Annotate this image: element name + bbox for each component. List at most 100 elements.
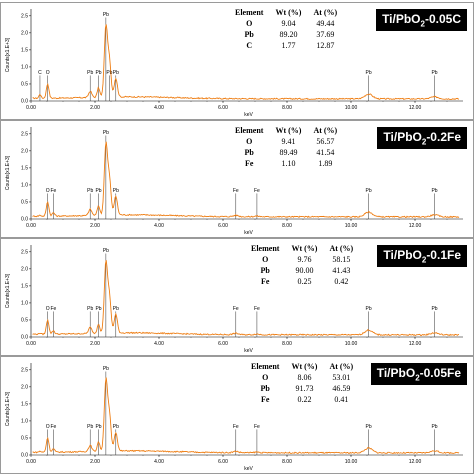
peak-label: Pb (431, 306, 437, 312)
y-tick-label: 2.5 (21, 131, 28, 137)
x-tick-label: 0.00 (26, 223, 36, 229)
x-tick-label: 0.00 (26, 105, 36, 111)
table-row: O 9.76 58.15 (245, 254, 359, 265)
sample-label: Ti/PbO2-0.1Fe (377, 245, 467, 268)
x-tick-label: 8.00 (282, 223, 292, 229)
x-tick-label: 0.00 (26, 459, 36, 465)
value-cell: 90.00 (295, 266, 314, 275)
peak-label: Fe (233, 306, 239, 312)
peak-label: Pb (431, 188, 437, 194)
peak-label: Fe (50, 424, 56, 430)
x-tick-label: 12.00 (409, 223, 422, 229)
element-cell: Pb (260, 384, 270, 393)
table-row: Fe 0.25 0.42 (245, 276, 359, 287)
y-tick-label: 2.5 (21, 249, 28, 255)
peak-label: O (46, 424, 50, 430)
y-tick-label: 2.0 (21, 148, 28, 154)
eds-panel: 0.00 2.00 4.00 6.00 8.00 10.00 12.00 keV 0.0 0.5 1… (0, 2, 474, 120)
value-cell: 0.42 (334, 277, 349, 286)
y-tick-label: 2.0 (21, 30, 28, 36)
x-tick-label: 2.00 (90, 223, 100, 229)
peak-label: Pb (366, 306, 372, 312)
table-row: Pb 90.00 41.43 (245, 265, 359, 276)
x-tick-label: 8.00 (282, 105, 292, 111)
peak-label: Fe (233, 424, 239, 430)
column-header: Element (251, 362, 280, 371)
table-row: Pb 89.20 37.69 (229, 29, 343, 40)
peak-label: Pb (95, 424, 101, 430)
spectrum-chart: 0.00 2.00 4.00 6.00 8.00 10.00 12.00 keV 0.0 0.5 1… (5, 9, 463, 118)
value-cell: 9.41 (281, 137, 296, 146)
table-row: Pb 91.73 46.59 (245, 383, 359, 394)
peak-label: Pb (87, 188, 93, 194)
x-tick-label: 12.00 (409, 459, 422, 465)
value-cell: 49.44 (316, 19, 335, 28)
table-header-row: Element Wt (%) At (%) (229, 125, 343, 136)
peak-label: Pb (113, 424, 119, 430)
peak-label: Pb (87, 70, 93, 76)
column-header: Element (235, 8, 264, 17)
x-tick-label: 8.00 (282, 459, 292, 465)
x-axis-label: keV (244, 230, 253, 236)
x-axis-label: keV (244, 112, 253, 118)
element-cell: C (246, 41, 253, 50)
y-tick-label: 1.0 (21, 418, 28, 424)
peak-label: Pb (366, 70, 372, 76)
value-cell: 41.54 (316, 148, 335, 157)
y-axis-label: Counts[x1.E+3] (5, 391, 11, 426)
peak-label: Fe (254, 188, 260, 194)
spectrum-line (32, 377, 460, 455)
peak-label: Pb (113, 306, 119, 312)
element-cell: Fe (245, 159, 254, 168)
table-row: O 9.04 49.44 (229, 18, 343, 29)
peak-label: Pb (95, 188, 101, 194)
table-header-row: Element Wt (%) At (%) (245, 243, 359, 254)
x-tick-label: 6.00 (218, 459, 228, 465)
table-row: Fe 0.22 0.41 (245, 394, 359, 405)
value-cell: 37.69 (316, 30, 335, 39)
y-axis-label: Counts[x1.E+3] (5, 155, 11, 190)
value-cell: 1.89 (318, 159, 333, 168)
peak-label: Pb (87, 306, 93, 312)
x-tick-label: 6.00 (218, 105, 228, 111)
y-tick-label: 0.0 (21, 217, 28, 223)
y-tick-label: 2.0 (21, 384, 28, 390)
peak-label: O (46, 70, 50, 76)
peak-label: Pb (113, 188, 119, 194)
y-tick-label: 1.5 (21, 401, 28, 407)
x-axis-label: keV (244, 348, 253, 354)
peak-label: Pb (366, 424, 372, 430)
column-header: Wt (%) (291, 244, 318, 253)
peak-label: Fe (50, 306, 56, 312)
y-tick-label: 1.5 (21, 47, 28, 53)
peak-label: O (46, 188, 50, 194)
y-tick-label: 0.0 (21, 335, 28, 341)
x-tick-label: 6.00 (218, 341, 228, 347)
x-tick-label: 2.00 (90, 105, 100, 111)
sample-label: Ti/PbO2-0.05Fe (370, 363, 467, 386)
element-cell: Fe (261, 395, 270, 404)
spectrum-line (32, 260, 459, 337)
x-tick-label: 2.00 (90, 341, 100, 347)
peak-label: Pb (366, 188, 372, 194)
element-cell: Pb (244, 30, 254, 39)
element-cell: Fe (261, 277, 270, 286)
value-cell: 0.22 (297, 395, 312, 404)
spectrum-chart: 0.00 2.00 4.00 6.00 8.00 10.00 12.00 keV 0.0 0.5 1… (5, 363, 463, 472)
column-header: Element (251, 244, 280, 253)
table-row: Fe 1.10 1.89 (229, 158, 343, 169)
column-header: At (%) (313, 8, 338, 17)
table-row: O 9.41 56.57 (229, 136, 343, 147)
value-cell: 91.73 (295, 384, 314, 393)
table-header-row: Element Wt (%) At (%) (245, 361, 359, 372)
sample-label: Ti/PbO2-0.2Fe (377, 127, 467, 150)
column-header: At (%) (329, 362, 354, 371)
peak-label: Pb (103, 12, 109, 18)
value-cell: 41.43 (332, 266, 351, 275)
y-axis-label: Counts[x1.E+3] (5, 273, 11, 308)
y-tick-label: 2.0 (21, 266, 28, 272)
element-cell: Pb (260, 266, 270, 275)
sample-label: Ti/PbO2-0.05C (376, 9, 467, 32)
x-tick-label: 10.00 (345, 341, 358, 347)
peak-label: O (46, 306, 50, 312)
